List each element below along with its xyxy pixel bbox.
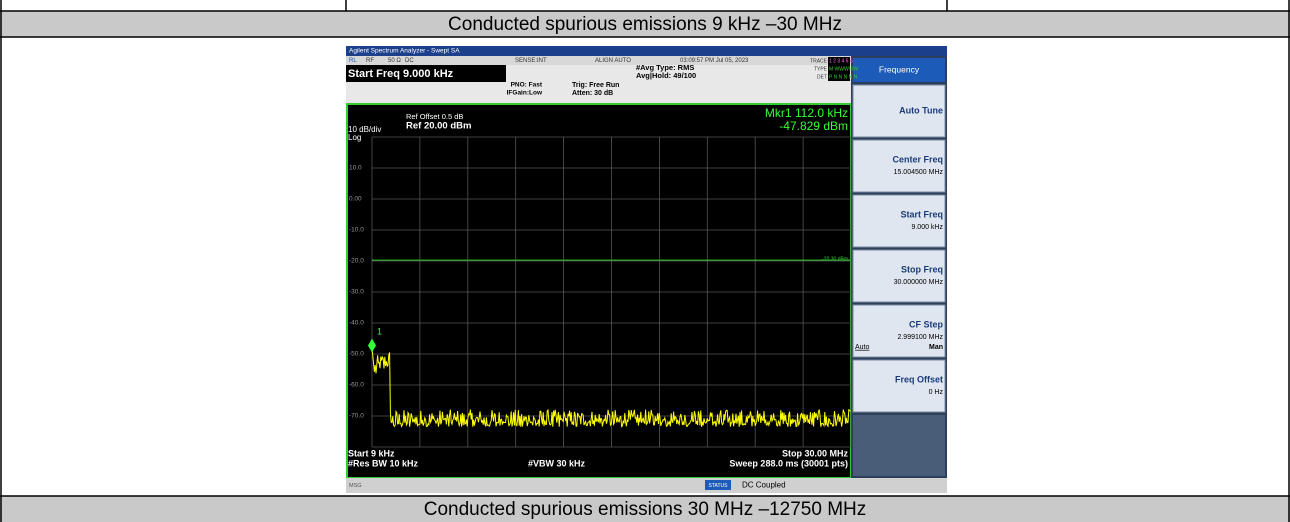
label: 15.004500 MHz xyxy=(894,169,944,176)
label: -50.0 xyxy=(349,351,364,358)
row-bg xyxy=(0,496,1290,522)
label: -70.0 xyxy=(349,413,364,420)
label: 1 xyxy=(377,327,382,337)
label: Atten: 30 dB xyxy=(572,90,613,97)
softkey xyxy=(852,84,946,138)
label: DC Coupled xyxy=(742,481,786,490)
label: 9.000 kHz xyxy=(911,224,943,231)
label: Stop Freq xyxy=(901,264,943,274)
softkey xyxy=(852,139,946,193)
softkey xyxy=(852,249,946,303)
label: -40.0 xyxy=(349,320,364,327)
label: Trig: Free Run xyxy=(572,82,619,89)
trace xyxy=(371,347,851,428)
menu-title-bg xyxy=(853,58,945,82)
label: PNO: Fast xyxy=(511,82,543,89)
label: Agilent Spectrum Analyzer - Swept SA xyxy=(349,48,460,55)
active-function-bg xyxy=(346,65,506,82)
label: P N N N N N xyxy=(829,74,858,80)
label: TYPE xyxy=(814,66,828,72)
label: Freq Offset xyxy=(895,374,943,384)
trace-box xyxy=(828,57,850,81)
label: Start 9 kHz xyxy=(348,448,395,458)
softkey xyxy=(852,194,946,248)
label: 50 Ω xyxy=(388,58,401,64)
status-bar xyxy=(346,478,947,493)
label: -60.0 xyxy=(349,382,364,389)
label: Log xyxy=(348,133,361,142)
status-line-bg xyxy=(346,56,851,65)
label: -10.0 xyxy=(349,227,364,234)
title-bar xyxy=(346,46,947,56)
label: RL xyxy=(349,58,357,64)
label: STATUS xyxy=(709,483,729,489)
label: -47.829 dBm xyxy=(779,119,848,133)
label: Stop 30.00 MHz xyxy=(782,448,849,458)
label: M WWWWW xyxy=(829,66,858,72)
label: Ref Offset 0.5 dB xyxy=(406,112,463,121)
label: Ref 20.00 dBm xyxy=(406,121,471,132)
label: SENSE:INT xyxy=(515,58,547,64)
label: 0.00 xyxy=(349,196,362,203)
label: Man xyxy=(929,344,943,351)
label: TRACE xyxy=(810,58,828,64)
row-title: Conducted spurious emissions 9 kHz –30 M… xyxy=(448,14,842,35)
label: 0 Hz xyxy=(929,389,944,396)
label: Frequency xyxy=(879,64,920,74)
label: 2.999100 MHz xyxy=(897,334,943,341)
marker-diamond xyxy=(368,338,376,353)
label: Center Freq xyxy=(892,154,943,164)
label: Avg|Hold: 49/100 xyxy=(636,71,696,80)
label: IFGain:Low xyxy=(507,90,543,97)
label: MSG xyxy=(349,483,362,489)
label: -30.0 xyxy=(349,289,364,296)
label: Auto Tune xyxy=(899,105,943,115)
label: 30.000000 MHz xyxy=(894,279,944,286)
label: -20.0 xyxy=(349,258,364,265)
row-bg xyxy=(0,11,1290,37)
label: #Res BW 10 kHz xyxy=(348,458,419,468)
label: ALIGN AUTO xyxy=(595,58,631,64)
label: 03:09:57 PM Jul 05, 2023 xyxy=(680,58,749,64)
label: Sweep 288.0 ms (30001 pts) xyxy=(729,458,848,468)
softkey xyxy=(852,304,946,358)
label: CF Step xyxy=(909,319,944,329)
label: -20.30 dBm xyxy=(822,256,848,262)
row-title: Conducted spurious emissions 30 MHz –127… xyxy=(424,499,867,520)
label: 1 2 3 4 5 6 xyxy=(829,58,853,64)
label: Auto xyxy=(855,344,870,351)
label: #VBW 30 kHz xyxy=(528,458,586,468)
label: DC xyxy=(405,58,414,64)
label: Start Freq xyxy=(900,209,943,219)
status-tag xyxy=(705,480,731,490)
label: Mkr1 112.0 kHz xyxy=(765,106,848,120)
label: DET xyxy=(817,74,827,80)
label: #Avg Type: RMS xyxy=(636,63,694,72)
label: 10 dB/div xyxy=(348,125,381,134)
softkey xyxy=(853,415,945,476)
label: RF xyxy=(366,58,374,64)
label: Start Freq 9.000 kHz xyxy=(348,68,454,80)
label: 10.0 xyxy=(349,165,362,172)
softkey xyxy=(852,359,946,413)
